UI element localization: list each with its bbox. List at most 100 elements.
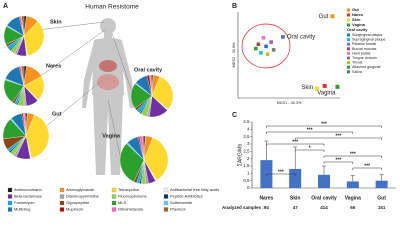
significance-label: * — [309, 146, 311, 152]
sample-count: 47 — [293, 205, 299, 210]
legend-label: Hard palate — [352, 51, 371, 55]
scatter-point — [315, 86, 320, 91]
legend-swatch — [111, 194, 117, 199]
bar — [375, 180, 388, 188]
pie-label: Skin — [50, 19, 62, 25]
legend-swatch — [347, 18, 350, 22]
y-tick-label: 3,5 — [243, 134, 250, 139]
x-tick-label: Nares — [259, 195, 273, 201]
legend-swatch — [163, 207, 169, 212]
x-tick-label: Skin — [290, 195, 301, 201]
pie-slice — [119, 143, 145, 182]
legend-label: Diaminopyrimidine — [66, 194, 100, 199]
significance-label: *** — [364, 164, 370, 170]
pie-slice — [142, 135, 145, 161]
legend-label: Beta-lactamase — [14, 194, 43, 199]
legend-label: Aminocoumarin — [14, 187, 42, 192]
x-tick-label: Gut — [377, 195, 386, 201]
legend-swatch — [163, 187, 169, 193]
sample-label: Analyzed samples : — [222, 205, 264, 210]
legend-label: Gut — [352, 7, 360, 12]
legend-label: Skin — [352, 17, 361, 22]
sample-count: 65 — [350, 205, 356, 210]
legend-label: Palatine tonsils — [352, 42, 376, 46]
y-tick-label: 4 — [247, 127, 250, 132]
pie-slice — [25, 114, 50, 159]
y-tick-label: 3 — [247, 141, 250, 146]
legend-label: Tongue dorsum — [352, 56, 377, 60]
legend-swatch — [347, 51, 350, 55]
y-tick-label: 4,5 — [243, 119, 250, 124]
scatter-point — [330, 14, 335, 19]
y-axis-label: MDS2 - 33.9% — [232, 42, 236, 67]
legend-swatch — [347, 42, 350, 46]
legend-swatch — [347, 61, 350, 65]
pie-label: Gut — [52, 111, 62, 117]
legend-swatch — [347, 38, 350, 42]
point-label: Skin — [301, 85, 313, 91]
legend-label: Throat — [352, 61, 362, 65]
y-tick-label: 0,5 — [243, 178, 250, 183]
significance-label: *** — [278, 170, 284, 176]
scatter-point — [335, 84, 340, 89]
significance-label: *** — [292, 140, 298, 146]
scatter-point — [281, 35, 285, 39]
significance-bracket — [266, 143, 325, 146]
legend-label: Fluoroquinolone — [118, 194, 147, 199]
point-label: Vagina — [317, 90, 336, 96]
significance-label: *** — [335, 158, 341, 164]
legend-label: Nares — [352, 12, 364, 17]
y-tick-label: 2,5 — [243, 149, 250, 154]
legend-label: MLS — [118, 200, 127, 205]
x-tick-label: Vagina — [345, 195, 361, 201]
legend-swatch — [59, 200, 65, 206]
legend-swatch — [347, 70, 350, 74]
bar — [318, 174, 330, 188]
significance-bracket — [294, 149, 325, 152]
legend-swatch — [347, 65, 350, 69]
bar — [289, 168, 302, 188]
significance-bracket — [266, 173, 296, 176]
legend-swatch — [111, 207, 117, 212]
scatter-point — [265, 52, 270, 56]
panel-label: A — [3, 3, 8, 10]
legend-label: Antibacterial free fatty acids — [170, 187, 219, 192]
legend-label: Multidrug — [14, 207, 30, 212]
legend-swatch — [7, 194, 13, 199]
legend-swatch — [7, 207, 13, 212]
pie-label: Nares — [46, 63, 61, 69]
scatter-point — [254, 46, 258, 51]
legend-swatch — [7, 200, 13, 206]
y-tick-label: 1,5 — [243, 163, 250, 168]
pie-label: Oral cavity — [134, 67, 163, 73]
scatter-point — [261, 36, 266, 40]
legend-swatch — [347, 8, 350, 12]
scatter-point — [256, 42, 261, 47]
legend-label: Mupirocin — [66, 207, 83, 212]
point-label: Oral cavity — [287, 35, 315, 41]
sample-count: 414 — [320, 205, 328, 210]
significance-bracket — [266, 125, 382, 128]
legend-swatch — [163, 200, 169, 206]
bar — [346, 181, 359, 188]
legend-swatch — [59, 207, 65, 212]
y-tick-label: 2 — [247, 156, 250, 161]
legend-swatch — [347, 56, 350, 60]
scatter-point — [264, 44, 268, 49]
sample-count: 94 — [264, 205, 270, 210]
legend-header: Oral cavity — [347, 27, 368, 32]
legend-label: Buccal mucosa — [352, 47, 376, 51]
scatter-point — [322, 83, 327, 88]
pie-slice — [21, 15, 25, 37]
legend-label: Nitroimidazole — [118, 207, 144, 212]
legend-label: Saliva — [352, 70, 362, 74]
significance-bracket — [266, 131, 354, 134]
leader-lines — [37, 21, 133, 156]
panel-label: B — [232, 3, 237, 10]
legend-swatch — [59, 194, 65, 199]
x-tick-label: Oral cavity — [311, 195, 337, 201]
y-tick-label: 0 — [247, 185, 250, 190]
pie-slice — [24, 112, 27, 137]
legend-swatch — [347, 33, 350, 37]
